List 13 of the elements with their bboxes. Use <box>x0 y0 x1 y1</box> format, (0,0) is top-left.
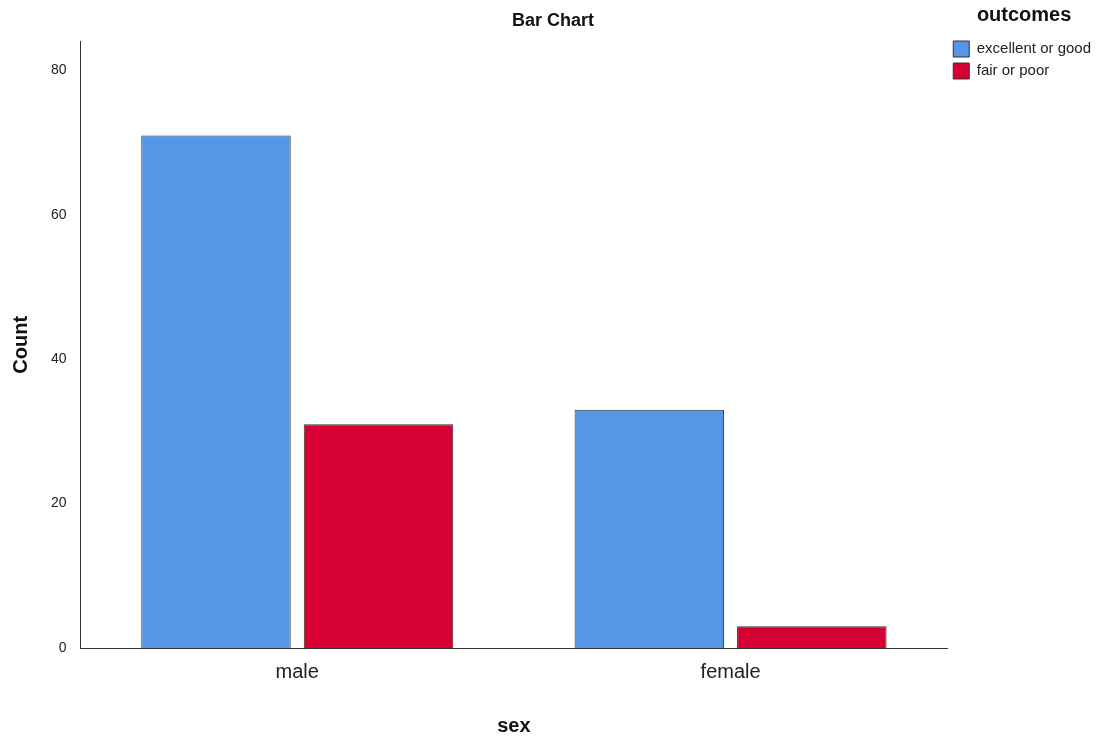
x-tick-label: female <box>700 659 761 682</box>
x-tick-label: male <box>275 659 319 682</box>
y-axis-title: Count <box>8 315 31 374</box>
y-tick-label: 20 <box>50 494 67 511</box>
chart-title: Bar Chart <box>511 9 595 30</box>
x-axis-title: sex <box>497 713 531 736</box>
legend-label: excellent or good <box>976 39 1092 57</box>
y-tick-label: 80 <box>50 61 67 78</box>
legend-label: fair or poor <box>976 61 1050 79</box>
y-tick-label: 40 <box>50 350 67 367</box>
legend-title: outcomes <box>976 2 1072 25</box>
y-tick-label: 0 <box>58 638 67 655</box>
y-tick-label: 60 <box>50 205 67 222</box>
